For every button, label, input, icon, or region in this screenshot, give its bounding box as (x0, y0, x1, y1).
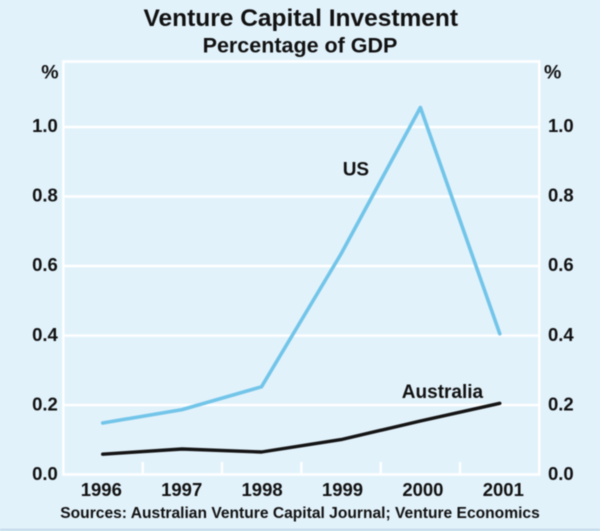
svg-text:0.0: 0.0 (32, 463, 58, 484)
svg-text:0.0: 0.0 (548, 463, 574, 484)
svg-text:0.2: 0.2 (32, 393, 58, 414)
svg-text:Australia: Australia (402, 382, 484, 403)
svg-text:%: % (41, 62, 58, 84)
svg-text:1.0: 1.0 (32, 115, 58, 136)
svg-text:0.8: 0.8 (548, 185, 574, 206)
svg-text:US: US (343, 159, 369, 180)
svg-text:%: % (544, 62, 561, 84)
svg-text:0.6: 0.6 (32, 254, 58, 275)
svg-text:2000: 2000 (402, 479, 443, 500)
svg-text:1996: 1996 (81, 479, 122, 500)
svg-text:Venture Capital Investment: Venture Capital Investment (144, 5, 459, 32)
svg-text:1999: 1999 (322, 479, 363, 500)
svg-text:2001: 2001 (483, 479, 524, 500)
svg-text:0.8: 0.8 (32, 185, 58, 206)
svg-text:Percentage of GDP: Percentage of GDP (203, 34, 398, 58)
svg-text:1997: 1997 (161, 479, 202, 500)
svg-text:0.4: 0.4 (32, 324, 58, 345)
svg-text:Sources: Australian Venture Ca: Sources: Australian Venture Capital Jour… (60, 505, 540, 522)
svg-text:1998: 1998 (242, 479, 283, 500)
svg-text:1.0: 1.0 (548, 115, 574, 136)
svg-text:0.6: 0.6 (548, 254, 574, 275)
svg-text:0.4: 0.4 (548, 324, 574, 345)
svg-text:0.2: 0.2 (548, 393, 574, 414)
